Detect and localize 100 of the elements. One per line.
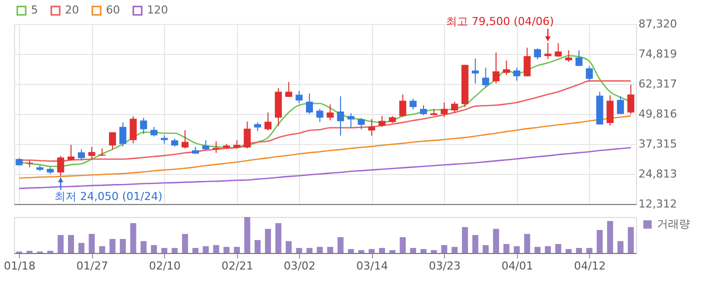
bar — [348, 249, 354, 253]
bar — [441, 245, 448, 253]
bar — [607, 220, 614, 253]
candlestick — [544, 42, 552, 60]
candlestick — [347, 112, 354, 128]
candlestick — [119, 122, 126, 147]
bar — [150, 245, 157, 253]
candlestick — [472, 58, 479, 84]
bar — [78, 242, 84, 253]
candlestick — [575, 50, 582, 67]
candlestick — [88, 146, 96, 160]
bar — [192, 248, 198, 253]
candlestick — [182, 130, 189, 149]
bar — [338, 237, 344, 253]
bar — [244, 217, 250, 253]
bar — [503, 244, 510, 253]
candlestick — [627, 84, 634, 115]
candlestick — [57, 155, 64, 176]
candlestick — [337, 96, 344, 136]
bar — [68, 235, 74, 253]
x-tick-label: 02/10 — [148, 260, 181, 272]
candlestick — [420, 104, 427, 116]
bar — [596, 230, 603, 253]
candlestick — [502, 60, 510, 76]
bar — [275, 223, 282, 253]
x-tick-label: 01/18 — [4, 260, 36, 272]
x-tick-label: 01/27 — [76, 260, 108, 272]
candlestick — [565, 50, 572, 62]
x-tick-label: 02/21 — [222, 260, 254, 272]
bar — [430, 250, 437, 253]
bar — [544, 246, 551, 253]
bar — [202, 246, 209, 253]
bar — [306, 248, 312, 253]
candlestick — [358, 117, 365, 130]
bar — [555, 244, 562, 253]
bar — [389, 250, 396, 253]
bar — [286, 241, 292, 253]
bar — [296, 248, 302, 253]
y-tick-label: 74,819 — [638, 48, 677, 60]
bar — [358, 250, 364, 253]
bar — [617, 241, 624, 253]
x-tick-label: 04/01 — [501, 260, 534, 272]
bar — [586, 248, 592, 253]
candlestick — [316, 108, 324, 123]
legend-label: 60 — [106, 4, 120, 17]
bar — [400, 237, 406, 253]
candlestick — [130, 116, 137, 144]
bar — [161, 248, 168, 253]
candlestick — [296, 90, 303, 104]
candlestick — [451, 101, 458, 114]
bar — [130, 223, 136, 253]
bar — [462, 227, 468, 253]
x-tick-label: 04/12 — [574, 260, 606, 272]
candlestick — [554, 42, 562, 58]
candlestick — [368, 118, 376, 136]
bar — [628, 227, 634, 253]
candlestick — [482, 67, 490, 88]
bar — [224, 246, 230, 253]
bar — [379, 248, 386, 253]
candlestick — [410, 98, 417, 110]
bar — [534, 246, 541, 253]
bar — [420, 249, 426, 253]
candlestick — [285, 81, 292, 98]
bar — [254, 240, 261, 253]
bar — [172, 248, 178, 253]
bar — [576, 248, 582, 253]
bar — [58, 235, 64, 253]
y-tick-label: 24,813 — [638, 168, 677, 180]
bar — [99, 246, 106, 253]
bar — [140, 241, 147, 253]
legend-label: 거래량 — [657, 218, 690, 230]
candlestick — [586, 65, 593, 82]
annotation: 최저 24,050 (01/24) — [54, 190, 162, 203]
candlestick — [68, 144, 75, 161]
bar — [88, 234, 95, 253]
bar — [120, 238, 126, 253]
bar — [368, 249, 375, 253]
candlestick — [440, 102, 448, 118]
x-tick-label: 03/23 — [428, 260, 461, 272]
candlestick — [306, 93, 313, 114]
candlestick — [524, 47, 531, 77]
bar — [264, 228, 271, 253]
bar — [316, 246, 323, 253]
candlestick — [140, 117, 148, 134]
candlestick — [513, 67, 520, 82]
annotation: 최고 79,500 (04/06) — [446, 14, 554, 28]
y-tick-label: 37,315 — [638, 138, 677, 150]
candlestick — [606, 94, 614, 126]
line-series — [18, 146, 632, 190]
candlestick — [534, 48, 542, 60]
bar — [234, 246, 240, 253]
x-tick-label: 03/02 — [284, 260, 316, 272]
candlestick — [108, 132, 116, 150]
bar — [182, 234, 188, 253]
y-tick-label: 49,816 — [638, 108, 677, 120]
legend-label: 20 — [65, 4, 79, 17]
bar — [493, 228, 500, 253]
bar — [514, 246, 520, 253]
candlestick — [492, 52, 500, 84]
bar — [472, 235, 478, 253]
